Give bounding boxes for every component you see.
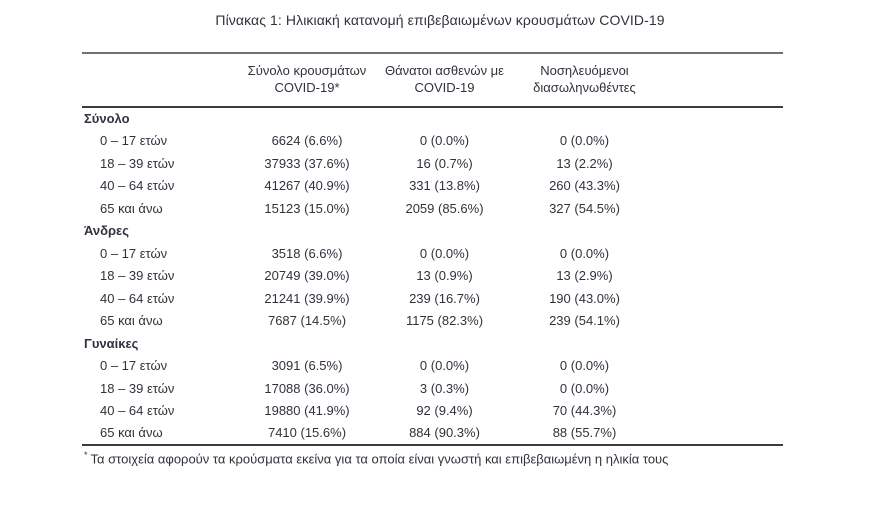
cases-cell: 21241 (39.9%) <box>264 290 350 306</box>
filler-cell <box>657 265 783 288</box>
intubated-cell: 13 (2.9%) <box>556 268 613 284</box>
table-title: Πίνακας 1: Ηλικιακή κατανομή επιβεβαιωμέ… <box>215 12 665 28</box>
header-intubated: Νοσηλευόμενοι διασωληνωθέντες <box>512 53 657 107</box>
table-row: 40 – 64 ετών 21241 (39.9%) 239 (16.7%) 190 … <box>82 287 783 310</box>
table-row: 0 – 17 ετών 3518 (6.6%) 0 (0.0%) 0 (0.0%) <box>82 242 783 265</box>
intubated-cell: 260 (43.3%) <box>549 178 620 194</box>
table-row: 40 – 64 ετών 19880 (41.9%) 92 (9.4%) 70 (44… <box>82 400 783 423</box>
age-group-label: 18 – 39 ετών <box>100 380 175 396</box>
footnote-text: Τα στοιχεία αφορούν τα κρούσματα εκείνα … <box>90 450 669 466</box>
age-group-label: 65 και άνω <box>100 425 163 441</box>
intubated-cell: 0 (0.0%) <box>559 380 610 396</box>
filler-cell <box>657 377 783 400</box>
section-label: Γυναίκες <box>84 335 139 351</box>
age-group-label: 0 – 17 ετών <box>100 358 168 374</box>
table-row: 0 – 17 ετών 3091 (6.5%) 0 (0.0%) 0 (0.0%) <box>82 355 783 378</box>
deaths-cell: 2059 (85.6%) <box>405 200 484 216</box>
header-intubated-line1: Νοσηλευόμενοι <box>540 63 629 78</box>
header-intubated-line2: διασωληνωθέντες <box>533 80 636 95</box>
cases-cell: 7410 (15.6%) <box>267 425 347 441</box>
age-group-label: 0 – 17 ετών <box>100 133 168 149</box>
filler-cell <box>657 152 783 175</box>
table-row: 18 – 39 ετών 37933 (37.6%) 16 (0.7%) 13 (2.… <box>82 152 783 175</box>
filler-cell <box>657 422 783 445</box>
cases-cell: 3091 (6.5%) <box>271 358 343 374</box>
filler-cell <box>657 287 783 310</box>
table-row: 65 και άνω 15123 (15.0%) 2059 (85.6%) 327 (… <box>82 197 783 220</box>
deaths-cell: 239 (16.7%) <box>409 290 480 306</box>
deaths-cell: 331 (13.8%) <box>409 178 480 194</box>
cases-cell: 7687 (14.5%) <box>267 313 347 329</box>
table-row: 65 και άνω 7410 (15.6%) 884 (90.3%) 88 (55.… <box>82 422 783 445</box>
section-header-row: Γυναίκες <box>82 332 783 355</box>
footnote: * Τα στοιχεία αφορούν τα κρούσματα εκείνα… <box>82 450 783 466</box>
deaths-cell: 1175 (82.3%) <box>405 313 484 329</box>
cases-cell: 15123 (15.0%) <box>264 200 350 216</box>
header-deaths-line2: COVID-19 <box>414 80 475 95</box>
cases-cell: 20749 (39.0%) <box>264 268 350 284</box>
cases-cell: 41267 (40.9%) <box>264 178 350 194</box>
table-row: 18 – 39 ετών 20749 (39.0%) 13 (0.9%) 13 (2.… <box>82 265 783 288</box>
intubated-cell: 0 (0.0%) <box>559 358 610 374</box>
age-group-label: 18 – 39 ετών <box>100 268 175 284</box>
deaths-cell: 3 (0.3%) <box>419 380 470 396</box>
cases-cell: 6624 (6.6%) <box>271 133 343 149</box>
filler-cell <box>657 130 783 153</box>
age-group-label: 40 – 64 ετών <box>100 403 175 419</box>
age-group-label: 65 και άνω <box>100 200 163 216</box>
table-row: 40 – 64 ετών 41267 (40.9%) 331 (13.8%) 260 … <box>82 175 783 198</box>
intubated-cell: 327 (54.5%) <box>549 200 620 216</box>
filler-cell <box>657 310 783 333</box>
section-header-row: Άνδρες <box>82 220 783 243</box>
header-row: Σύνολο κρουσμάτων COVID-19* Θάνατοι ασθε… <box>82 53 783 107</box>
filler-cell <box>657 197 783 220</box>
intubated-cell: 70 (44.3%) <box>552 403 617 419</box>
header-deaths-line1: Θάνατοι ασθενών με <box>385 63 504 78</box>
table-header: Σύνολο κρουσμάτων COVID-19* Θάνατοι ασθε… <box>82 53 783 107</box>
intubated-cell: 239 (54.1%) <box>549 313 620 329</box>
section-header-row: Σύνολο <box>82 107 783 130</box>
header-total-cases-line1: Σύνολο κρουσμάτων <box>247 63 367 78</box>
deaths-cell: 13 (0.9%) <box>416 268 473 284</box>
filler-cell <box>657 242 783 265</box>
footnote-marker: * <box>84 449 88 460</box>
header-total-cases: Σύνολο κρουσμάτων COVID-19* <box>237 53 377 107</box>
table-row: 0 – 17 ετών 6624 (6.6%) 0 (0.0%) 0 (0.0%) <box>82 130 783 153</box>
filler-cell <box>657 355 783 378</box>
deaths-cell: 0 (0.0%) <box>419 133 470 149</box>
deaths-cell: 92 (9.4%) <box>416 403 473 419</box>
intubated-cell: 13 (2.2%) <box>556 155 613 171</box>
intubated-cell: 190 (43.0%) <box>549 290 620 306</box>
table-container: Σύνολο κρουσμάτων COVID-19* Θάνατοι ασθε… <box>82 52 783 466</box>
deaths-cell: 0 (0.0%) <box>419 245 470 261</box>
age-group-label: 40 – 64 ετών <box>100 178 175 194</box>
section-label: Άνδρες <box>84 223 129 239</box>
header-filler-cell <box>657 53 783 107</box>
table-row: 65 και άνω 7687 (14.5%) 1175 (82.3%) 239 (5… <box>82 310 783 333</box>
cases-cell: 17088 (36.0%) <box>264 380 350 396</box>
cases-cell: 3518 (6.6%) <box>271 245 343 261</box>
table-row: 18 – 39 ετών 17088 (36.0%) 3 (0.3%) 0 (0.0%… <box>82 377 783 400</box>
age-group-label: 65 και άνω <box>100 313 163 329</box>
header-empty-cell <box>82 53 237 107</box>
age-group-label: 0 – 17 ετών <box>100 245 168 261</box>
age-group-label: 40 – 64 ετών <box>100 290 175 306</box>
intubated-cell: 0 (0.0%) <box>559 245 610 261</box>
covid-age-distribution-table: Σύνολο κρουσμάτων COVID-19* Θάνατοι ασθε… <box>82 52 783 446</box>
cases-cell: 19880 (41.9%) <box>264 403 350 419</box>
filler-cell <box>657 400 783 423</box>
intubated-cell: 88 (55.7%) <box>552 425 617 441</box>
header-total-cases-line2: COVID-19* <box>274 80 340 95</box>
age-group-label: 18 – 39 ετών <box>100 155 175 171</box>
deaths-cell: 16 (0.7%) <box>416 155 473 171</box>
filler-cell <box>657 175 783 198</box>
table-body: Σύνολο 0 – 17 ετών 6624 (6.6%) 0 (0.0%) 0 (0… <box>82 107 783 445</box>
cases-cell: 37933 (37.6%) <box>264 155 350 171</box>
deaths-cell: 884 (90.3%) <box>409 425 480 441</box>
intubated-cell: 0 (0.0%) <box>559 133 610 149</box>
deaths-cell: 0 (0.0%) <box>419 358 470 374</box>
header-deaths: Θάνατοι ασθενών με COVID-19 <box>377 53 512 107</box>
section-label: Σύνολο <box>84 111 130 127</box>
